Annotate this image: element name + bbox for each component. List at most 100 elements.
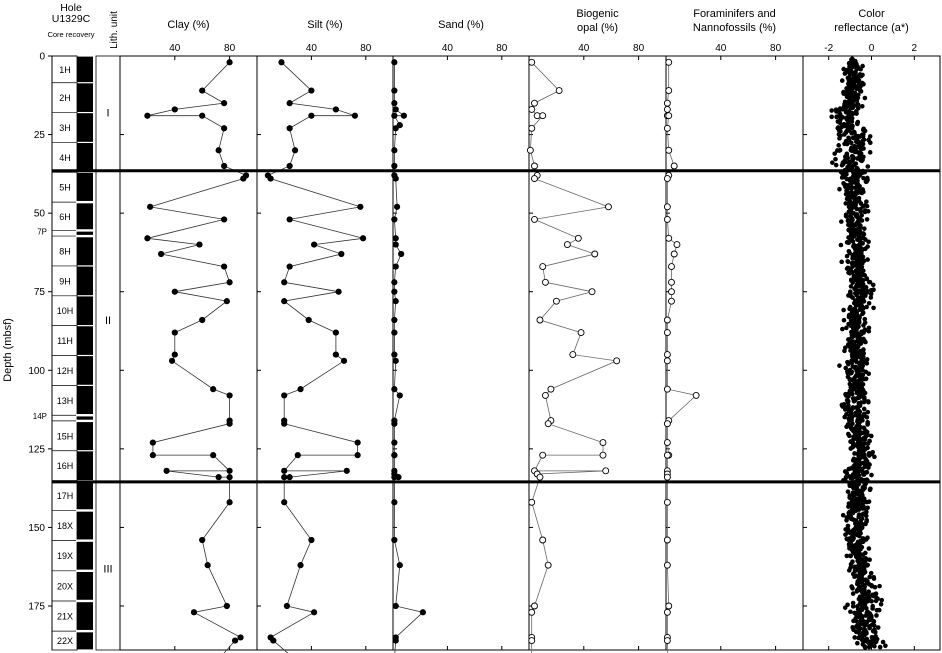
data-point — [391, 112, 398, 119]
data-point — [221, 100, 228, 107]
panel-1: Clay (%) 40 80 — [119, 19, 258, 653]
reflectance-point — [846, 361, 851, 367]
data-point — [665, 602, 673, 610]
data-point — [391, 439, 398, 446]
depth-tick-label: 50 — [34, 209, 46, 220]
core-recovery-bar — [77, 202, 93, 230]
reflectance-point — [837, 363, 842, 368]
data-point — [297, 386, 304, 393]
panel-2: Silt (%) 40 80 — [256, 19, 394, 653]
core-recovery-bar — [77, 113, 93, 142]
panel-3: Sand (%) 40 80 — [391, 19, 530, 653]
data-point — [332, 329, 339, 336]
reflectance-point — [871, 576, 877, 581]
depth-axis: 0 25 50 75 100 125 150 175 — [28, 52, 53, 650]
data-point — [311, 241, 318, 248]
data-point — [391, 499, 398, 506]
reflectance-point — [862, 226, 867, 231]
reflectance-point — [834, 114, 839, 120]
data-point — [226, 467, 233, 474]
reflectance-point — [839, 219, 844, 224]
data-point — [221, 216, 228, 223]
data-point — [308, 536, 315, 544]
data-point — [144, 112, 151, 119]
reflectance-point — [867, 557, 872, 562]
reflectance-point — [836, 148, 842, 153]
data-point — [332, 351, 339, 358]
reflectance-point — [859, 190, 865, 196]
reflectance-point — [839, 78, 845, 83]
reflectance-point — [873, 598, 879, 604]
reflectance-point — [842, 605, 848, 610]
reflectance-point — [865, 409, 871, 415]
data-point — [391, 420, 398, 427]
reflectance-point — [840, 106, 846, 112]
reflectance-point — [844, 470, 850, 476]
reflectance-point — [878, 602, 884, 607]
data-point — [359, 235, 367, 242]
data-point — [286, 162, 293, 170]
reflectance-point — [832, 151, 837, 156]
reflectance-point — [846, 504, 851, 509]
reflectance-point — [864, 361, 870, 366]
data-point — [398, 250, 405, 258]
data-point — [171, 329, 178, 336]
data-point — [392, 602, 399, 610]
reflectance-point — [858, 73, 864, 79]
panel-title: Silt (%) — [307, 19, 342, 31]
lith-unit-label-II: II — [105, 315, 111, 327]
reflectance-point — [843, 110, 849, 115]
x-tick-label: 80 — [360, 43, 372, 54]
depth-tick-label: 75 — [34, 287, 46, 298]
core-recovery-bar — [77, 236, 93, 266]
core-label: 2H — [59, 93, 71, 103]
data-point — [563, 241, 571, 249]
data-point — [663, 608, 671, 616]
data-point — [555, 87, 563, 95]
data-point — [531, 602, 538, 610]
data-point — [396, 562, 403, 569]
panel-title-line2: Nannofossils (%) — [693, 22, 776, 34]
data-point — [531, 175, 538, 183]
data-point — [215, 474, 222, 481]
reflectance-point — [850, 591, 856, 596]
data-point — [539, 536, 547, 544]
reflectance-point — [863, 339, 868, 345]
data-point — [226, 420, 233, 427]
reflectance-point — [844, 325, 849, 331]
core-label: 3H — [59, 123, 71, 133]
data-point — [294, 452, 301, 459]
reflectance-point — [858, 89, 864, 94]
reflectance-point — [842, 132, 847, 137]
data-point — [354, 452, 361, 459]
reflectance-point — [858, 146, 864, 152]
reflectance-point — [864, 203, 870, 209]
data-point — [392, 175, 399, 182]
data-point — [588, 288, 596, 296]
core-gap — [76, 234, 94, 238]
core-label: 5H — [59, 183, 71, 193]
core-recovery-bar — [77, 385, 93, 415]
core-label: 19X — [57, 551, 73, 561]
x-tick-label: 0 — [869, 43, 875, 54]
data-point — [663, 175, 671, 183]
data-point — [391, 386, 398, 393]
data-point — [291, 147, 299, 154]
data-point — [391, 100, 398, 107]
data-point — [577, 329, 585, 337]
data-point — [392, 125, 399, 132]
depth-tick-label: 0 — [39, 52, 45, 63]
core-label: 10H — [57, 306, 74, 316]
data-point — [539, 112, 547, 120]
reflectance-point — [864, 414, 870, 420]
data-point — [393, 203, 401, 210]
reflectance-point — [836, 128, 842, 133]
data-point — [226, 499, 233, 506]
data-point — [147, 203, 154, 210]
depth-tick-label: 150 — [28, 523, 45, 534]
data-point — [665, 112, 673, 120]
reflectance-point — [876, 607, 882, 613]
reflectance-point — [834, 109, 839, 114]
reflectance-point — [842, 407, 848, 412]
